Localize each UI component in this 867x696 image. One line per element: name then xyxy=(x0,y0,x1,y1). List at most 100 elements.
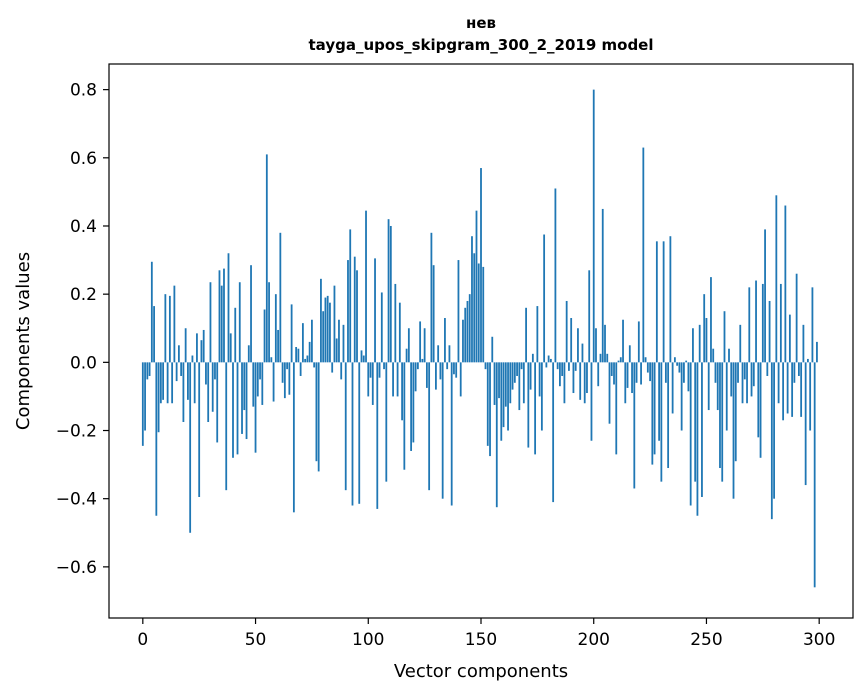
bar-71 xyxy=(301,323,304,363)
bar-15 xyxy=(175,362,178,382)
bar-284 xyxy=(782,362,785,421)
bar-49 xyxy=(252,362,255,407)
bar-231 xyxy=(662,241,665,363)
bar-230 xyxy=(660,362,663,482)
bar-164 xyxy=(511,362,514,390)
bars-group xyxy=(141,89,818,588)
bar-221 xyxy=(640,362,642,385)
bar-121 xyxy=(414,362,417,392)
bar-190 xyxy=(570,318,573,363)
bar-75 xyxy=(311,319,313,363)
bar-117 xyxy=(405,348,408,363)
bar-114 xyxy=(398,302,401,363)
bar-41 xyxy=(234,307,237,363)
plot-area-frame xyxy=(108,63,854,619)
bar-38 xyxy=(227,253,230,363)
bar-18 xyxy=(182,362,185,422)
bar-257 xyxy=(721,362,724,482)
bar-254 xyxy=(714,362,717,383)
bar-74 xyxy=(308,341,311,363)
chart-subtitle: tayga_upos_skipgram_300_2_2019 model xyxy=(309,36,654,54)
bar-275 xyxy=(761,283,764,363)
bar-28 xyxy=(205,362,207,385)
bar-62 xyxy=(281,362,284,383)
bar-124 xyxy=(421,358,424,363)
bar-35 xyxy=(220,285,223,363)
bar-99 xyxy=(365,210,367,363)
bar-111 xyxy=(392,362,394,397)
bar-148 xyxy=(475,210,478,363)
bar-142 xyxy=(462,319,464,363)
bar-185 xyxy=(559,362,561,387)
bar-259 xyxy=(725,362,728,431)
bar-202 xyxy=(597,362,600,387)
bar-44 xyxy=(241,362,243,434)
bar-70 xyxy=(299,362,302,376)
x-tick-label: 0 xyxy=(137,630,148,650)
bar-3 xyxy=(148,362,151,376)
bar-269 xyxy=(748,287,751,363)
y-tick-label: 0.4 xyxy=(70,217,97,237)
bar-155 xyxy=(491,336,494,363)
bar-2 xyxy=(146,362,149,380)
bar-50 xyxy=(254,362,257,453)
bar-174 xyxy=(534,362,537,455)
bar-139 xyxy=(455,362,458,378)
bar-256 xyxy=(719,362,721,469)
bar-128 xyxy=(430,232,433,363)
bar-281 xyxy=(775,195,778,363)
bar-210 xyxy=(615,362,618,455)
bar-261 xyxy=(730,362,733,397)
y-tick-label: 0.6 xyxy=(70,149,97,169)
bar-251 xyxy=(707,362,710,411)
bar-21 xyxy=(189,362,192,533)
bar-160 xyxy=(502,362,505,428)
bar-105 xyxy=(378,362,381,378)
bar-109 xyxy=(387,219,390,363)
bar-77 xyxy=(315,362,318,462)
bar-234 xyxy=(669,236,672,363)
bar-20 xyxy=(187,362,189,400)
bar-39 xyxy=(229,333,232,363)
bar-78 xyxy=(317,362,320,472)
y-tick-label: −0.6 xyxy=(56,558,97,578)
bar-277 xyxy=(766,362,769,376)
bar-34 xyxy=(218,270,221,363)
bar-58 xyxy=(272,362,275,402)
bar-26 xyxy=(200,340,203,363)
bar-1 xyxy=(144,362,146,431)
bar-123 xyxy=(419,321,422,363)
bar-276 xyxy=(764,229,766,363)
bar-97 xyxy=(360,350,363,363)
bar-10 xyxy=(164,294,167,363)
bar-286 xyxy=(786,362,789,414)
bar-11 xyxy=(166,362,169,404)
bar-200 xyxy=(592,89,595,363)
bar-223 xyxy=(644,357,647,363)
bar-118 xyxy=(407,328,410,363)
bar-226 xyxy=(651,362,654,465)
bar-90 xyxy=(344,362,347,491)
x-tick-label: 100 xyxy=(352,630,384,650)
bar-227 xyxy=(653,362,656,455)
bar-126 xyxy=(425,362,428,388)
bar-165 xyxy=(513,362,516,383)
x-tick-label: 300 xyxy=(803,630,835,650)
bar-30 xyxy=(209,282,212,363)
bar-137 xyxy=(450,362,453,506)
bar-255 xyxy=(716,362,719,411)
bar-282 xyxy=(777,362,780,404)
bar-278 xyxy=(768,300,771,363)
bar-48 xyxy=(250,265,252,363)
bar-208 xyxy=(610,362,613,376)
bar-81 xyxy=(324,297,327,363)
bar-33 xyxy=(216,362,219,443)
bar-66 xyxy=(290,304,293,363)
bar-293 xyxy=(802,324,805,363)
bar-219 xyxy=(635,362,638,383)
y-tick-label: −0.2 xyxy=(56,422,97,442)
bar-147 xyxy=(473,253,476,363)
bar-115 xyxy=(401,362,403,421)
bar-218 xyxy=(633,362,636,489)
bar-203 xyxy=(599,353,602,363)
